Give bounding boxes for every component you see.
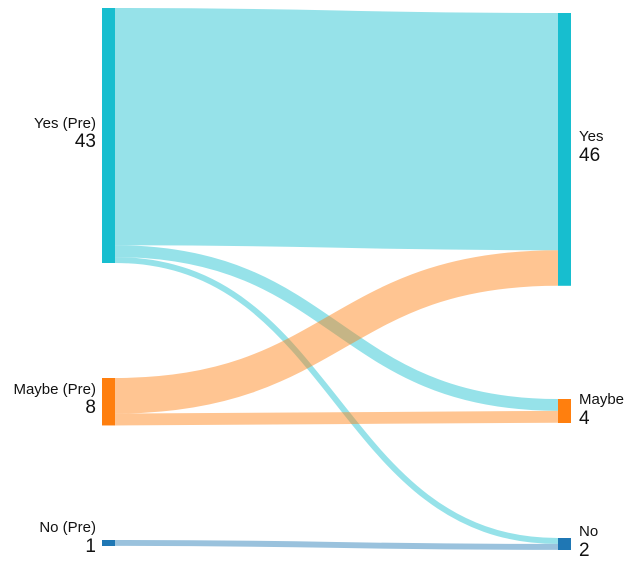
node-no_post	[558, 538, 571, 550]
node-count: 4	[579, 409, 624, 430]
node-yes_pre	[102, 8, 115, 263]
node-name: No	[579, 524, 598, 541]
link-maybe_pre-to-yes_post	[115, 268, 558, 396]
sankey-links	[115, 127, 558, 547]
link-maybe_pre-to-maybe_post	[115, 417, 558, 420]
link-no_pre-to-no_post	[115, 543, 558, 547]
node-count: 43	[34, 132, 96, 153]
node-count: 2	[579, 541, 598, 561]
label-yes_pre: Yes (Pre)43	[34, 116, 96, 153]
node-name: Maybe	[579, 392, 624, 409]
label-no_pre: No (Pre)1	[39, 520, 96, 557]
node-name: No (Pre)	[39, 520, 96, 537]
label-maybe_pre: Maybe (Pre)8	[13, 382, 96, 419]
node-name: Yes (Pre)	[34, 116, 96, 133]
node-maybe_post	[558, 399, 571, 423]
node-yes_post	[558, 13, 571, 286]
node-no_pre	[102, 540, 115, 546]
node-count: 1	[39, 537, 96, 558]
node-name: Yes	[579, 129, 603, 146]
node-count: 46	[579, 146, 603, 167]
node-maybe_pre	[102, 378, 115, 425]
node-count: 8	[13, 398, 96, 419]
link-yes_pre-to-yes_post	[115, 127, 558, 132]
node-name: Maybe (Pre)	[13, 382, 96, 399]
